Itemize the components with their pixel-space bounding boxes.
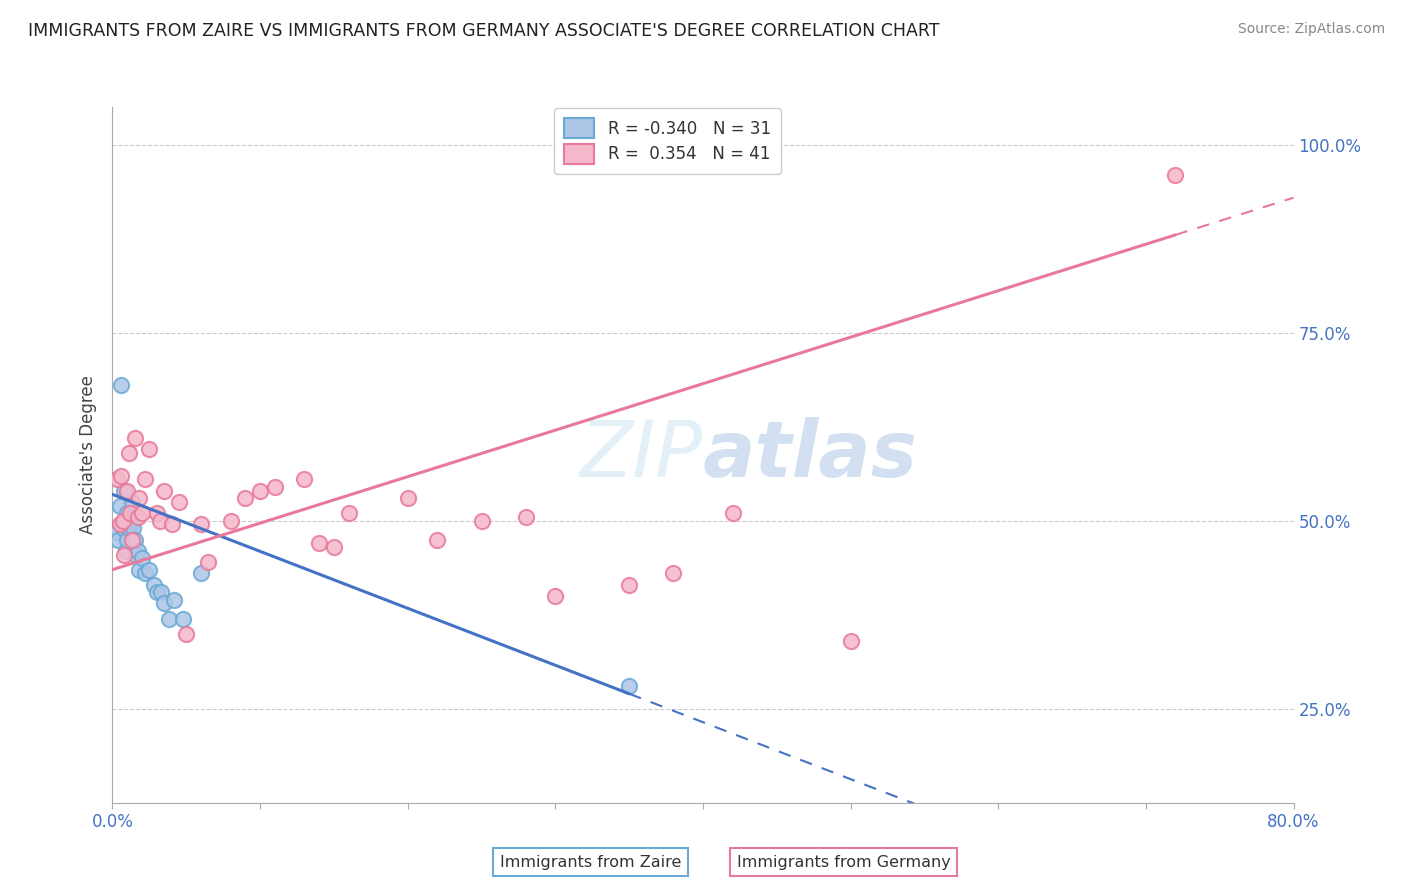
Point xyxy=(134,566,156,581)
Point xyxy=(515,510,537,524)
Text: Immigrants from Zaire: Immigrants from Zaire xyxy=(499,855,682,870)
Point xyxy=(118,446,141,460)
Point xyxy=(122,521,145,535)
Point xyxy=(108,499,131,513)
Point xyxy=(112,514,135,528)
Point xyxy=(426,533,449,547)
Point xyxy=(470,514,494,528)
Point xyxy=(111,514,134,528)
Point xyxy=(219,514,242,528)
Point xyxy=(110,378,132,392)
Text: ZIP: ZIP xyxy=(581,417,703,493)
Point xyxy=(127,544,149,558)
Point xyxy=(721,506,744,520)
Text: atlas: atlas xyxy=(703,417,918,493)
Point xyxy=(264,480,287,494)
Point xyxy=(1164,168,1187,182)
Point xyxy=(121,510,143,524)
Text: IMMIGRANTS FROM ZAIRE VS IMMIGRANTS FROM GERMANY ASSOCIATE'S DEGREE CORRELATION : IMMIGRANTS FROM ZAIRE VS IMMIGRANTS FROM… xyxy=(28,22,939,40)
Point xyxy=(120,506,142,520)
Point xyxy=(190,517,212,532)
Point xyxy=(112,483,135,498)
Point xyxy=(118,521,141,535)
Point xyxy=(149,514,172,528)
Point xyxy=(153,597,176,611)
Point xyxy=(114,544,136,558)
Point xyxy=(146,506,169,520)
Point xyxy=(146,585,169,599)
Point xyxy=(138,563,160,577)
Point xyxy=(662,566,685,581)
Point xyxy=(233,491,256,505)
Point xyxy=(142,577,165,591)
Point xyxy=(172,611,194,625)
Point xyxy=(138,442,160,457)
Point xyxy=(125,548,148,562)
Point xyxy=(108,517,131,532)
Point xyxy=(292,472,315,486)
Text: Immigrants from Germany: Immigrants from Germany xyxy=(737,855,950,870)
Point xyxy=(619,679,641,693)
Point xyxy=(121,495,143,509)
Point xyxy=(117,506,138,520)
Point xyxy=(111,521,134,535)
Point xyxy=(117,533,138,547)
Point xyxy=(839,634,862,648)
Point xyxy=(127,510,149,524)
Point xyxy=(120,517,142,532)
Point xyxy=(197,555,219,569)
Point xyxy=(131,551,153,566)
Point xyxy=(110,468,132,483)
Point xyxy=(124,533,146,547)
Point xyxy=(134,472,156,486)
Point xyxy=(163,592,186,607)
Point xyxy=(128,491,150,505)
Point xyxy=(167,495,190,509)
Point xyxy=(190,566,212,581)
Point xyxy=(160,517,183,532)
Point xyxy=(131,506,153,520)
Point xyxy=(249,483,271,498)
Point xyxy=(337,506,360,520)
Point xyxy=(396,491,419,505)
Point xyxy=(174,626,197,640)
Point xyxy=(150,585,173,599)
Point xyxy=(308,536,330,550)
Point xyxy=(323,540,346,554)
Point xyxy=(124,431,146,445)
Point xyxy=(128,563,150,577)
Point xyxy=(105,524,128,539)
Legend: R = -0.340   N = 31, R =  0.354   N = 41: R = -0.340 N = 31, R = 0.354 N = 41 xyxy=(554,109,780,174)
Point xyxy=(619,577,641,591)
Point xyxy=(157,611,180,625)
Point xyxy=(117,483,138,498)
Point xyxy=(121,533,143,547)
Text: Source: ZipAtlas.com: Source: ZipAtlas.com xyxy=(1237,22,1385,37)
Point xyxy=(112,548,135,562)
Point xyxy=(105,472,128,486)
Point xyxy=(544,589,567,603)
Point xyxy=(107,533,129,547)
Point xyxy=(153,483,176,498)
Y-axis label: Associate's Degree: Associate's Degree xyxy=(79,376,97,534)
